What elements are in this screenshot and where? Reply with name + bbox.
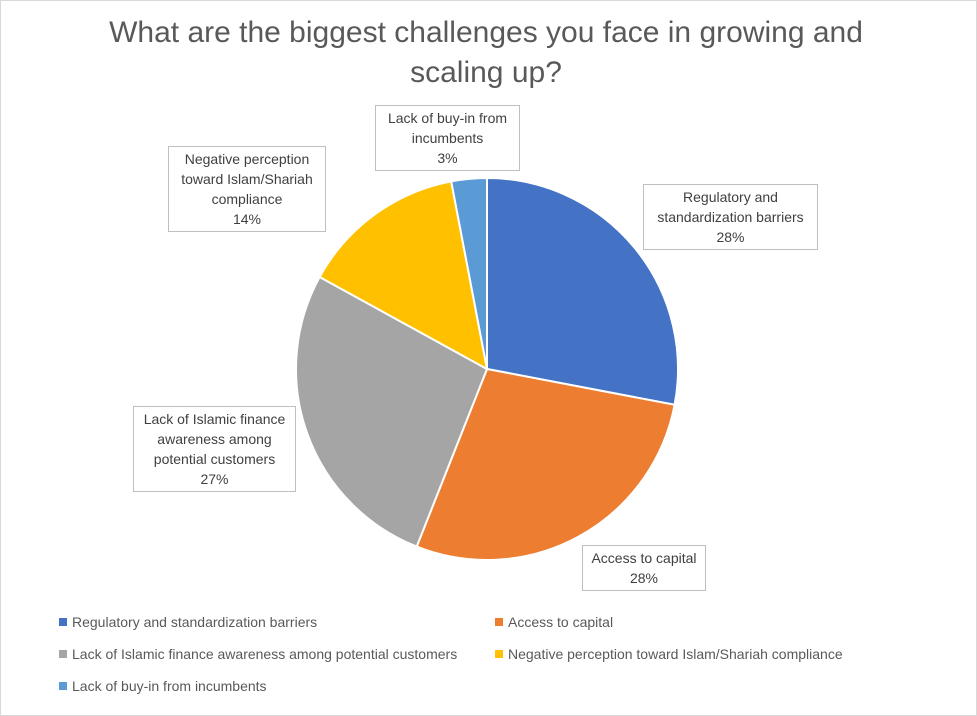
pie-slice-5 [450,176,488,370]
pie-slice-3 [295,275,489,548]
data-label-negative-perception: Negative perception toward Islam/Shariah… [168,146,326,232]
legend-item-access-capital: Access to capital [495,614,613,630]
pie-slice-2 [415,367,676,561]
data-label-access-capital: Access to capital 28% [582,545,706,591]
legend-item-awareness: Lack of Islamic finance awareness among … [59,646,457,662]
legend-item-regulatory: Regulatory and standardization barriers [59,614,317,630]
legend-item-negative-perception: Negative perception toward Islam/Shariah… [495,646,843,662]
data-label-regulatory: Regulatory and standardization barriers … [643,184,818,250]
data-label-buy-in: Lack of buy-in from incumbents 3% [375,105,520,171]
data-label-awareness: Lack of Islamic finance awareness among … [133,406,296,492]
legend-swatch [59,618,67,626]
legend-swatch [495,618,503,626]
legend-swatch [59,682,67,690]
legend-item-buy-in: Lack of buy-in from incumbents [59,678,267,694]
chart-title: What are the biggest challenges you face… [109,16,863,89]
legend-swatch [59,650,67,658]
legend-swatch [495,650,503,658]
pie-slice-4 [318,180,489,371]
pie-slice-1 [486,176,679,406]
